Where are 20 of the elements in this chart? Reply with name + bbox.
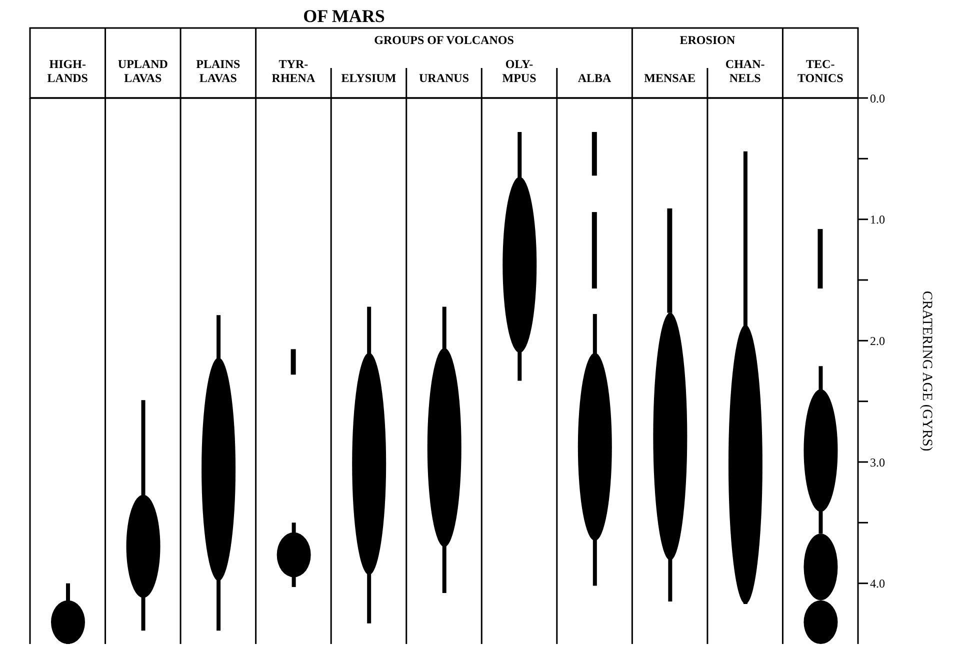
x-tick-label: TYR- RHENA	[272, 57, 316, 85]
y-tick-label: 1.0	[870, 212, 885, 227]
x-tick-label: ELYSIUM	[341, 71, 396, 85]
x-tick-label: CHAN- NELS	[725, 57, 765, 85]
x-tick-label: ALBA	[578, 71, 612, 85]
y-tick-label: 4.0	[870, 576, 885, 591]
y-tick-label: 2.0	[870, 334, 885, 348]
chart-title: OF MARS	[303, 6, 385, 26]
x-tick-label: TEC- TONICS	[797, 57, 844, 85]
y-tick-label: 3.0	[870, 455, 885, 470]
x-tick-label: MENSAE	[644, 71, 696, 85]
y-tick-label: 0.0	[870, 91, 885, 106]
x-tick-label: URANUS	[418, 71, 470, 85]
y-axis-title: CRATERING AGE (GYRS)	[919, 290, 934, 452]
x-tick-label: UPLAND LAVAS	[118, 57, 168, 85]
text: EROSION	[680, 33, 736, 47]
x-tick-label: PLAINS LAVAS	[196, 57, 241, 85]
x-tick-label: OLY- MPUS	[502, 57, 537, 85]
text: GROUPS OF VOLCANOS	[374, 33, 514, 47]
x-tick-label: HIGH- LANDS	[47, 57, 88, 85]
